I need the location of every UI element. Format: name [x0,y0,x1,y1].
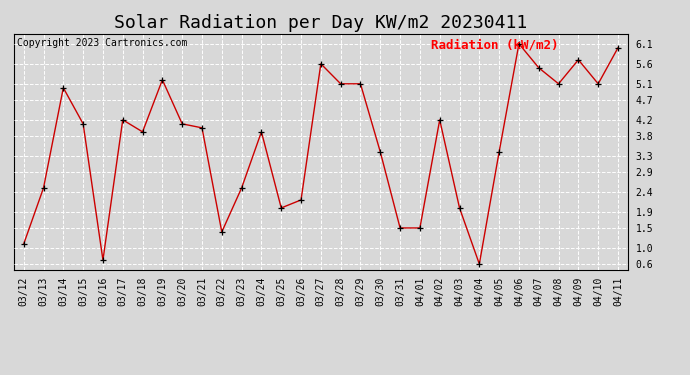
Text: Copyright 2023 Cartronics.com: Copyright 2023 Cartronics.com [17,39,187,48]
Text: Radiation (kW/m2): Radiation (kW/m2) [431,39,559,51]
Title: Solar Radiation per Day KW/m2 20230411: Solar Radiation per Day KW/m2 20230411 [115,14,527,32]
